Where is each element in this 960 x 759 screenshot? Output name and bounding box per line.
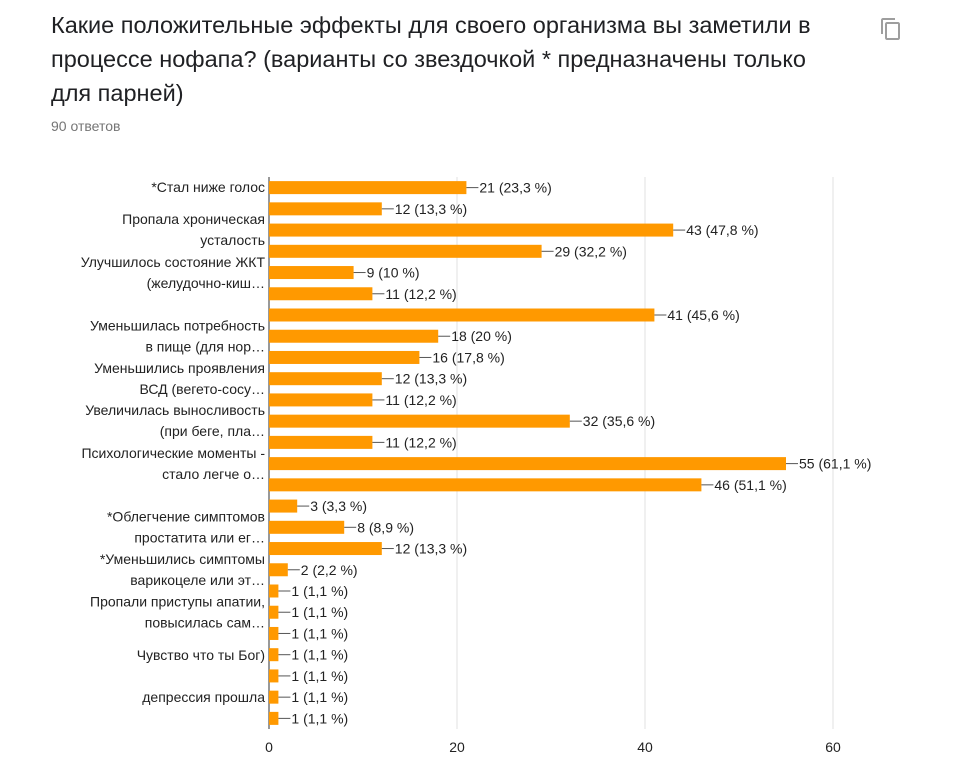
y-category-label: (желудочно-киш… — [147, 275, 265, 291]
y-category-label: Уменьшилась потребность — [90, 318, 265, 334]
bar — [269, 308, 655, 322]
data-label: 1 (1,1 %) — [291, 689, 348, 705]
bar — [269, 435, 373, 449]
question-title: Какие положительные эффекты для своего о… — [51, 12, 811, 106]
data-label: 46 (51,1 %) — [714, 477, 786, 493]
bar — [269, 287, 373, 301]
y-category-label: варикоцеле или эт… — [130, 572, 265, 588]
bar — [269, 520, 345, 534]
bar — [269, 266, 354, 280]
x-tick-label: 0 — [265, 739, 273, 755]
y-category-label: простатита или ег… — [134, 530, 265, 546]
y-category-label: повысилась сам… — [145, 615, 265, 631]
bar — [269, 457, 786, 471]
y-category-label: усталость — [200, 232, 265, 248]
data-label: 21 (23,3 %) — [479, 180, 551, 196]
data-label: 16 (17,8 %) — [432, 349, 504, 365]
x-tick-label: 40 — [637, 739, 653, 755]
bar — [269, 584, 279, 598]
y-category-label: Пропала хроническая — [122, 211, 265, 227]
bar — [269, 690, 279, 704]
y-category-label: (при беге, пла… — [160, 423, 265, 439]
data-label: 3 (3,3 %) — [310, 498, 367, 514]
data-label: 1 (1,1 %) — [291, 583, 348, 599]
data-label: 1 (1,1 %) — [291, 668, 348, 684]
y-category-label: *Уменьшились симптомы — [100, 551, 265, 567]
bar — [269, 181, 467, 195]
bar — [269, 711, 279, 725]
data-label: 9 (10 %) — [367, 265, 420, 281]
bar — [269, 626, 279, 640]
y-category-label: Улучшилось состояние ЖКТ — [81, 254, 266, 270]
y-category-label: ВСД (вегето-сосу… — [139, 381, 265, 397]
x-tick-label: 20 — [449, 739, 465, 755]
data-label: 1 (1,1 %) — [291, 625, 348, 641]
data-label: 12 (13,3 %) — [395, 201, 467, 217]
y-category-label: Психологические моменты - — [81, 445, 265, 461]
x-tick-label: 60 — [825, 739, 841, 755]
data-label: 8 (8,9 %) — [357, 519, 414, 535]
bar — [269, 223, 674, 237]
data-label: 1 (1,1 %) — [291, 604, 348, 620]
data-label: 1 (1,1 %) — [291, 647, 348, 663]
y-category-label: Увеличилась выносливость — [85, 402, 265, 418]
y-category-label: *Стал ниже голос — [151, 179, 265, 195]
data-label: 2 (2,2 %) — [301, 562, 358, 578]
data-label: 12 (13,3 %) — [395, 541, 467, 557]
data-label: 18 (20 %) — [451, 328, 512, 344]
data-label: 43 (47,8 %) — [686, 222, 758, 238]
bar — [269, 244, 542, 258]
bar — [269, 648, 279, 662]
bar — [269, 478, 702, 492]
bar — [269, 372, 382, 386]
bar — [269, 414, 570, 428]
data-label: 55 (61,1 %) — [799, 456, 871, 472]
y-category-label: Чувство что ты Бог) — [137, 647, 265, 663]
data-label: 11 (12,2 %) — [385, 286, 456, 302]
bar — [269, 202, 382, 216]
data-label: 11 (12,2 %) — [385, 392, 456, 408]
bar — [269, 329, 439, 343]
y-category-label: Пропали приступы апатии, — [90, 594, 265, 610]
bar — [269, 563, 288, 577]
data-label: 1 (1,1 %) — [291, 710, 348, 726]
data-label: 29 (32,2 %) — [555, 243, 627, 259]
bar — [269, 393, 373, 407]
data-label: 41 (45,6 %) — [667, 307, 739, 323]
y-category-label: депрессия прошла — [142, 689, 265, 705]
bar — [269, 669, 279, 683]
bar — [269, 499, 298, 513]
bar — [269, 350, 420, 364]
copy-icon[interactable] — [879, 17, 903, 41]
y-category-label: стало легче о… — [162, 466, 265, 482]
bar — [269, 542, 382, 556]
y-category-label: в пище (для нор… — [145, 339, 265, 355]
data-label: 32 (35,6 %) — [583, 413, 655, 429]
response-count: 90 ответов — [51, 118, 121, 134]
y-category-label: Уменьшились проявления — [94, 360, 265, 376]
data-label: 12 (13,3 %) — [395, 371, 467, 387]
bar — [269, 605, 279, 619]
y-category-label: *Облегчение симптомов — [107, 509, 265, 525]
data-label: 11 (12,2 %) — [385, 434, 456, 450]
